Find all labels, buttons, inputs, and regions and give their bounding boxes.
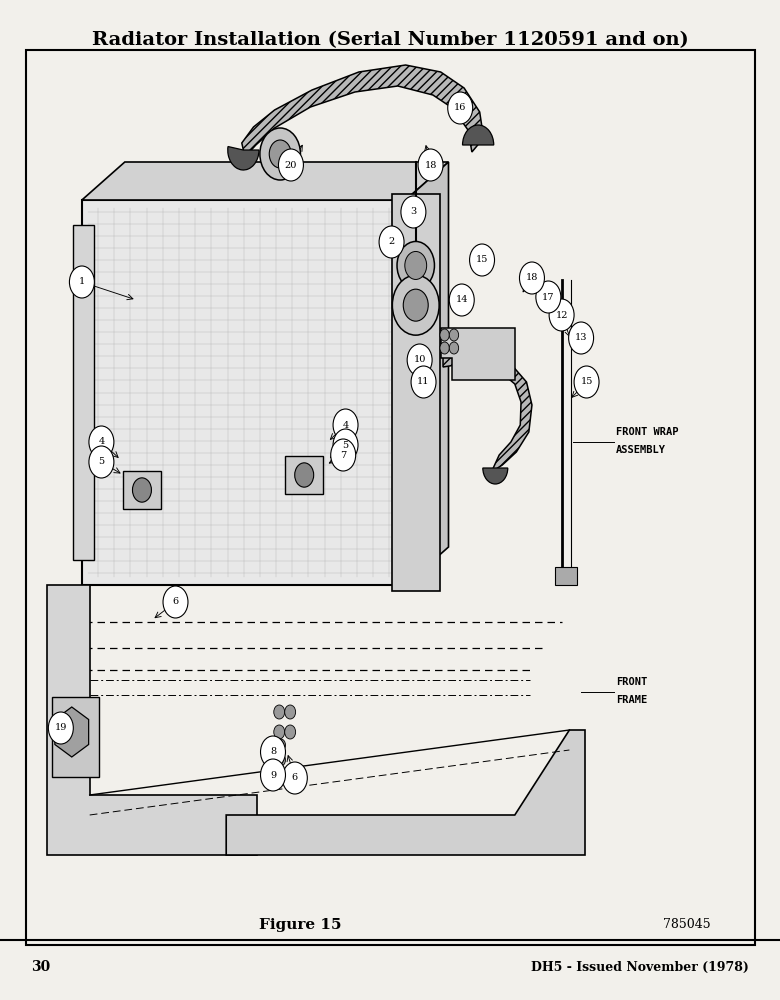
Circle shape (333, 409, 358, 441)
Text: 20: 20 (285, 160, 297, 169)
Text: Figure 15: Figure 15 (259, 918, 342, 932)
Wedge shape (463, 125, 494, 145)
Circle shape (333, 429, 358, 461)
Circle shape (392, 275, 439, 335)
Circle shape (574, 366, 599, 398)
Polygon shape (443, 350, 532, 472)
Circle shape (270, 754, 279, 766)
Circle shape (276, 754, 285, 766)
Circle shape (418, 149, 443, 181)
Polygon shape (47, 585, 257, 855)
Text: 6: 6 (172, 597, 179, 606)
Circle shape (379, 226, 404, 258)
Text: 4: 4 (342, 420, 349, 430)
Text: 785045: 785045 (662, 918, 711, 932)
Text: 6: 6 (292, 774, 298, 782)
Circle shape (89, 446, 114, 478)
Circle shape (411, 366, 436, 398)
Circle shape (69, 266, 94, 298)
Circle shape (89, 426, 114, 458)
Text: 14: 14 (456, 296, 468, 304)
Circle shape (285, 705, 296, 719)
Text: 18: 18 (424, 160, 437, 169)
Text: 11: 11 (417, 377, 430, 386)
Wedge shape (483, 468, 508, 484)
Circle shape (397, 241, 434, 289)
Circle shape (470, 244, 495, 276)
Circle shape (163, 586, 188, 618)
Circle shape (401, 196, 426, 228)
Text: 18: 18 (526, 273, 538, 282)
Circle shape (405, 251, 427, 279)
Circle shape (261, 759, 285, 791)
Circle shape (519, 262, 544, 294)
Text: ASSEMBLY: ASSEMBLY (616, 445, 666, 455)
Circle shape (278, 149, 303, 181)
Circle shape (449, 342, 459, 354)
Text: 12: 12 (555, 310, 568, 320)
Polygon shape (242, 65, 484, 157)
Wedge shape (228, 147, 259, 170)
Text: FRONT: FRONT (616, 677, 647, 687)
Circle shape (260, 128, 300, 180)
Polygon shape (441, 328, 515, 380)
Circle shape (270, 739, 279, 751)
Bar (52, 697, 99, 777)
Text: 16: 16 (454, 104, 466, 112)
Text: 5: 5 (342, 440, 349, 450)
Circle shape (295, 463, 314, 487)
Circle shape (449, 329, 459, 341)
Bar (26, 50, 755, 945)
Circle shape (403, 289, 428, 321)
Circle shape (407, 344, 432, 376)
Circle shape (274, 725, 285, 739)
Bar (123, 471, 161, 509)
Circle shape (448, 92, 473, 124)
Circle shape (449, 284, 474, 316)
Circle shape (569, 322, 594, 354)
Bar (73, 225, 94, 560)
Circle shape (549, 299, 574, 331)
Circle shape (331, 439, 356, 471)
Circle shape (440, 329, 449, 341)
Text: 1: 1 (79, 277, 85, 286)
Polygon shape (55, 707, 89, 757)
Bar (555, 567, 577, 585)
Polygon shape (82, 162, 448, 200)
Text: 19: 19 (55, 724, 67, 732)
Text: 2: 2 (388, 237, 395, 246)
Text: 5: 5 (98, 458, 105, 466)
Text: 15: 15 (580, 377, 593, 386)
Text: 15: 15 (476, 255, 488, 264)
Circle shape (440, 342, 449, 354)
Circle shape (133, 478, 151, 502)
Text: 9: 9 (270, 770, 276, 780)
Text: 13: 13 (575, 334, 587, 342)
Circle shape (282, 762, 307, 794)
Polygon shape (226, 730, 585, 855)
Text: 17: 17 (542, 292, 555, 302)
Bar (392, 194, 440, 591)
Text: 3: 3 (410, 208, 417, 217)
Circle shape (536, 281, 561, 313)
Circle shape (269, 140, 291, 168)
Circle shape (274, 705, 285, 719)
Circle shape (261, 736, 285, 768)
Text: FRONT WRAP: FRONT WRAP (616, 427, 679, 437)
Bar (285, 456, 323, 494)
Text: Radiator Installation (Serial Number 1120591 and on): Radiator Installation (Serial Number 112… (91, 31, 689, 49)
Bar (82, 200, 406, 585)
Text: FRAME: FRAME (616, 695, 647, 705)
Circle shape (285, 725, 296, 739)
Text: DH5 - Issued November (1978): DH5 - Issued November (1978) (531, 960, 749, 974)
Text: 8: 8 (270, 748, 276, 756)
Polygon shape (406, 162, 448, 585)
Circle shape (276, 739, 285, 751)
Text: 10: 10 (413, 356, 426, 364)
Text: 7: 7 (340, 450, 346, 460)
Text: 4: 4 (98, 438, 105, 446)
Text: 30: 30 (31, 960, 51, 974)
Circle shape (48, 712, 73, 744)
